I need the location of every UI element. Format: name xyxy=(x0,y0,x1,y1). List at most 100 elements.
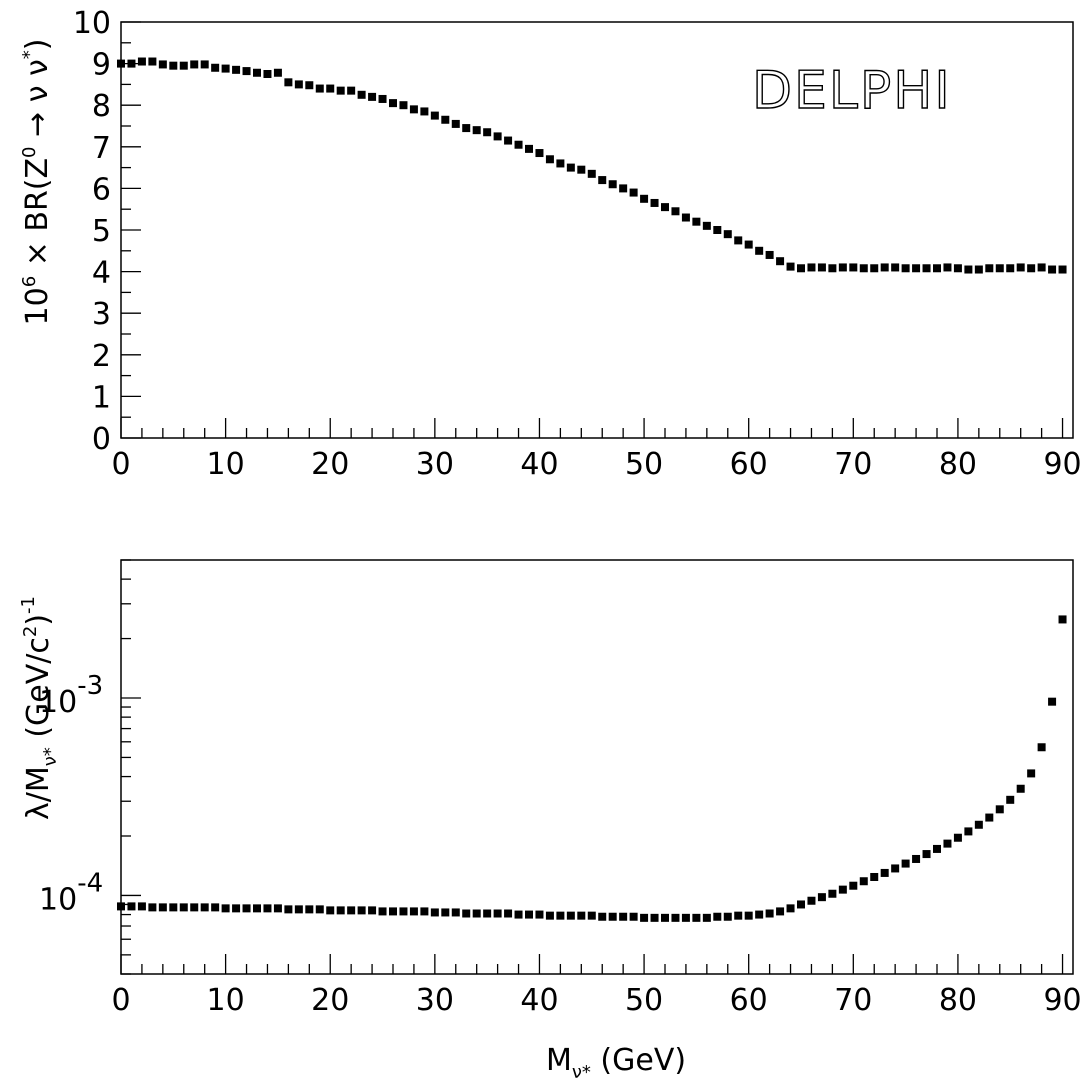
bottom-data-point xyxy=(242,904,251,913)
bottom-data-point xyxy=(933,844,941,853)
top-data-point xyxy=(284,78,293,87)
top-data-point xyxy=(619,184,628,193)
bottom-data-point xyxy=(305,905,314,914)
top-data-point xyxy=(891,263,900,272)
top-data-point xyxy=(566,163,575,172)
top-data-point xyxy=(148,57,157,66)
top-x-tick-label: 40 xyxy=(520,447,558,482)
bottom-data-point xyxy=(640,913,649,922)
top-data-point xyxy=(577,165,586,174)
top-data-point xyxy=(828,264,837,273)
top-data-point xyxy=(734,236,743,245)
bottom-data-point xyxy=(232,904,241,913)
top-data-point xyxy=(880,263,889,272)
top-y-tick-label: 1 xyxy=(92,380,111,415)
top-data-point xyxy=(608,180,617,189)
top-y-tick-label: 5 xyxy=(92,214,111,249)
bottom-data-point xyxy=(755,910,764,919)
top-data-point xyxy=(190,60,199,69)
top-x-tick-label: 10 xyxy=(207,447,245,482)
bottom-data-point xyxy=(430,908,439,917)
top-data-point xyxy=(598,176,607,185)
top-y-tick-label: 7 xyxy=(92,131,111,166)
top-data-point xyxy=(922,264,931,273)
top-ticks xyxy=(120,21,1064,439)
bottom-y-tick-labels: 10-4 10-3 xyxy=(39,671,103,917)
top-data-point xyxy=(347,86,356,95)
bottom-data-point xyxy=(995,805,1004,814)
top-x-tick-label: 50 xyxy=(625,447,663,482)
top-data-point xyxy=(723,230,732,239)
top-data-point xyxy=(1006,264,1015,273)
top-data-point xyxy=(953,264,962,273)
bottom-data-point xyxy=(253,904,261,913)
bottom-x-tick-label: 70 xyxy=(834,983,872,1018)
top-data-point xyxy=(640,194,649,203)
top-data-point xyxy=(765,250,774,259)
top-data-point xyxy=(849,263,858,272)
bottom-data-point xyxy=(535,910,544,919)
bottom-data-point xyxy=(598,912,607,921)
bottom-data-point xyxy=(137,902,146,911)
bottom-data-point xyxy=(420,907,429,916)
bottom-data-point xyxy=(744,911,753,920)
top-data-point xyxy=(326,84,335,93)
top-data-point xyxy=(744,240,753,249)
top-data-point xyxy=(514,140,523,149)
bottom-data-point xyxy=(117,902,125,911)
bottom-data-point xyxy=(169,903,178,912)
top-y-tick-label: 2 xyxy=(92,339,111,374)
bottom-plot-frame xyxy=(120,559,1074,975)
top-data-point xyxy=(315,84,324,93)
bottom-data-point xyxy=(702,913,711,922)
bottom-x-tick-labels: 0 10 20 30 40 50 60 70 80 90 xyxy=(111,983,1081,1018)
top-data-point xyxy=(336,86,345,95)
bottom-data-point xyxy=(336,906,345,915)
top-data-point xyxy=(692,217,701,226)
bottom-data-point xyxy=(127,902,136,911)
top-data-point xyxy=(137,57,146,66)
top-data-point xyxy=(995,264,1004,273)
top-data-point xyxy=(974,265,983,274)
top-data-point xyxy=(1037,263,1046,272)
top-data-point xyxy=(912,264,921,273)
top-data-point xyxy=(305,81,314,90)
top-data-point xyxy=(650,198,659,207)
top-data-point xyxy=(357,90,366,99)
bottom-data-point xyxy=(661,913,669,922)
bottom-data-point xyxy=(378,907,387,916)
bottom-data-point xyxy=(148,903,157,912)
bottom-data-point xyxy=(514,910,523,919)
bottom-data-point xyxy=(849,881,858,890)
top-data-point xyxy=(933,264,941,273)
top-x-tick-label: 80 xyxy=(939,447,977,482)
top-y-tick-label: 3 xyxy=(92,297,111,332)
bottom-data-point xyxy=(974,820,983,829)
bottom-data-point xyxy=(462,909,471,918)
top-data-point xyxy=(420,107,429,116)
top-data-point xyxy=(681,213,690,222)
bottom-data-point xyxy=(294,905,303,914)
bottom-data-point xyxy=(221,904,230,913)
bottom-data-point xyxy=(525,910,533,919)
top-data-point xyxy=(985,264,994,273)
top-y-tick-label: 8 xyxy=(92,89,111,124)
top-data-point xyxy=(493,132,502,141)
bottom-data-point xyxy=(619,912,628,921)
bottom-data-point xyxy=(828,889,837,898)
top-data-point xyxy=(1016,263,1025,272)
bottom-data-point xyxy=(650,913,659,922)
bottom-data-point xyxy=(713,912,722,921)
top-x-tick-label: 60 xyxy=(730,447,768,482)
top-y-tick-label: 0 xyxy=(92,422,111,457)
bottom-data-point xyxy=(190,903,199,912)
top-data-point xyxy=(629,188,638,197)
top-data-point xyxy=(859,264,868,273)
bottom-data-point xyxy=(985,813,994,822)
top-data-point xyxy=(702,221,711,230)
bottom-data-point xyxy=(566,911,575,920)
top-data-point xyxy=(870,264,879,273)
top-data-point xyxy=(430,111,439,120)
top-data-point xyxy=(1027,264,1036,273)
